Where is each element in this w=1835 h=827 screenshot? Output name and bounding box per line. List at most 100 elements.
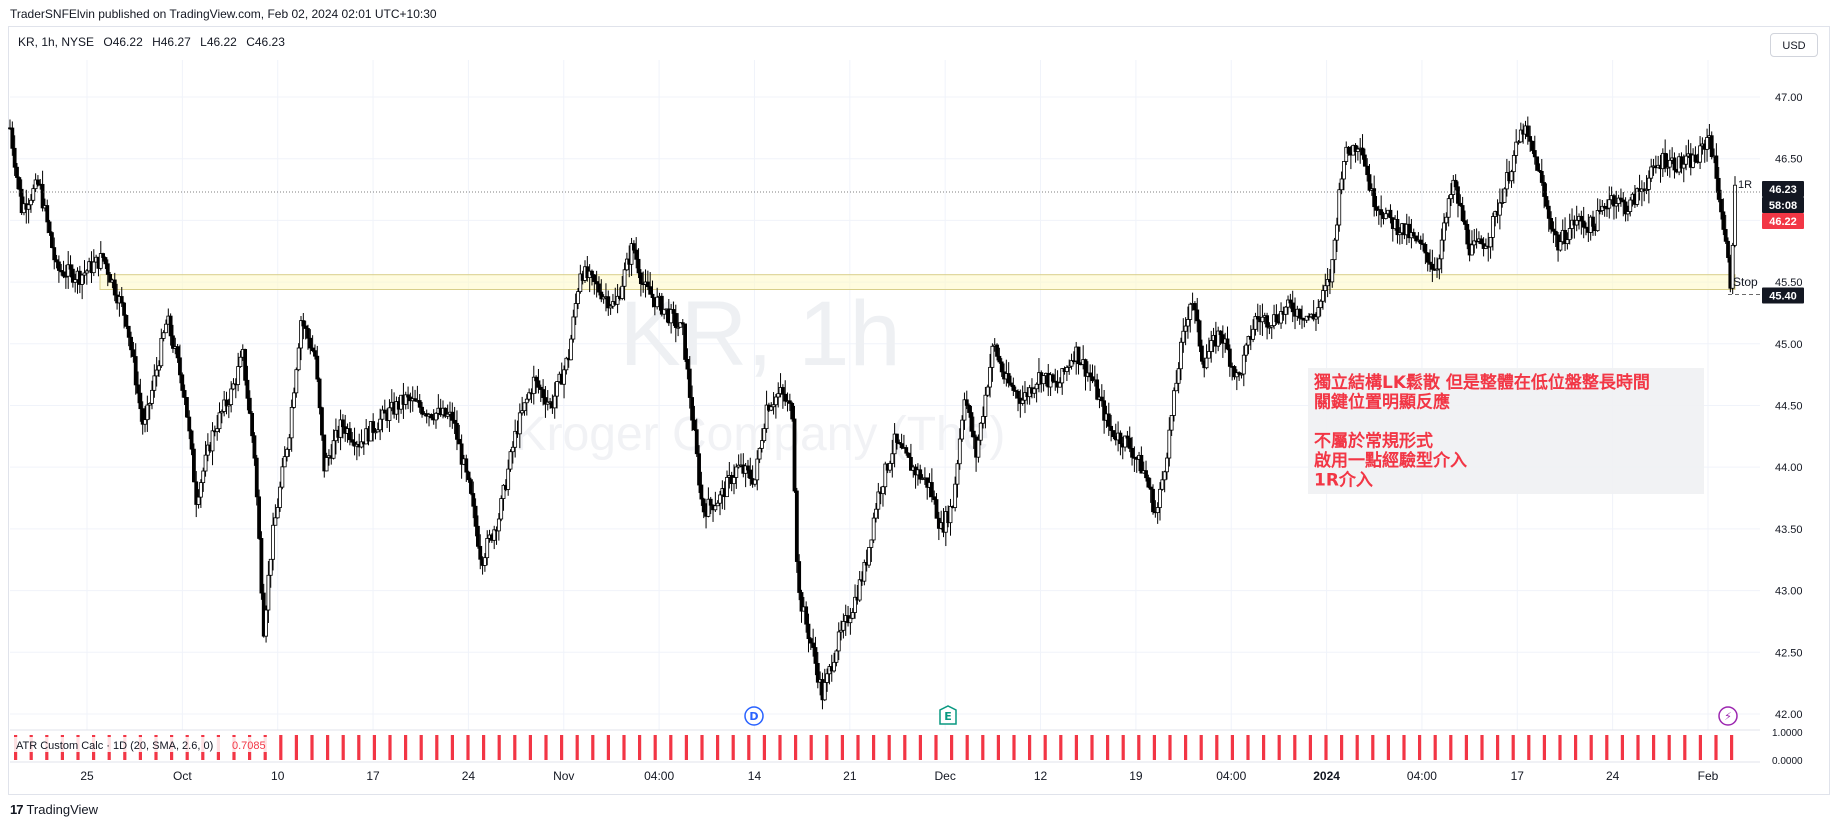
atr-bar: [294, 735, 298, 760]
candle-body: [746, 465, 750, 471]
candle-body: [1558, 241, 1563, 251]
candle-body: [1362, 154, 1367, 167]
currency-button[interactable]: USD: [1770, 33, 1818, 57]
candle-body: [890, 453, 895, 464]
candle-body: [126, 325, 131, 338]
candle-body: [29, 199, 33, 206]
candle-body: [268, 558, 273, 576]
atr-bar: [1059, 735, 1063, 760]
candle-body: [1646, 177, 1651, 190]
candle-body: [780, 387, 785, 395]
candle-body: [1188, 303, 1193, 320]
annotation-line: 1R介入: [1314, 470, 1373, 491]
symbol-legend[interactable]: KR, 1h, NYSE O46.22 H46.27 L46.22 C46.23: [18, 35, 291, 49]
atr-bar: [1246, 735, 1250, 760]
legend-high: H46.27: [152, 35, 191, 49]
atr-bar: [497, 735, 501, 760]
candle-body: [254, 457, 259, 498]
tradingview-logo[interactable]: 17 TradingView: [10, 802, 98, 817]
candle-body: [888, 462, 892, 471]
candle-body: [189, 430, 194, 450]
candle-body: [536, 380, 541, 388]
candle-body: [98, 253, 103, 269]
candle-body: [1232, 366, 1237, 378]
candle-body: [1335, 224, 1339, 241]
candle-body: [310, 347, 315, 352]
candle-body: [527, 392, 532, 400]
candle-body: [650, 293, 655, 299]
atr-bar: [1558, 735, 1562, 760]
candle-body: [790, 402, 795, 420]
candle-body: [1458, 202, 1463, 206]
candle-body: [452, 419, 457, 424]
atr-bar: [575, 735, 579, 760]
candle-body: [1546, 205, 1551, 219]
atr-bar: [1620, 735, 1624, 760]
candle-body: [983, 394, 988, 417]
candle-body: [224, 399, 229, 407]
legend-low: L46.22: [200, 35, 237, 49]
atr-bar: [1418, 735, 1422, 760]
candle-body: [713, 505, 718, 511]
candle-body: [506, 468, 511, 490]
candle-body: [673, 313, 678, 328]
candle-body: [1723, 229, 1728, 242]
atr-bar: [669, 735, 673, 760]
candle-body: [1099, 396, 1104, 402]
candle-body: [373, 431, 378, 434]
candle-body: [413, 398, 417, 402]
candle-body: [338, 419, 343, 438]
candle-body: [573, 303, 578, 318]
candle-body: [762, 428, 767, 442]
candle-body: [687, 368, 692, 398]
candle-body: [1511, 155, 1516, 173]
candle-body: [1397, 232, 1402, 236]
candle-body: [1067, 365, 1072, 368]
candle-body: [1411, 232, 1416, 237]
candle-body: [70, 268, 75, 283]
candle-body: [552, 395, 557, 409]
atr-bar: [326, 735, 330, 760]
atr-bar: [1293, 735, 1297, 760]
atr-bar: [950, 735, 954, 760]
candle-body: [1244, 344, 1249, 356]
candle-body: [1274, 314, 1279, 323]
candle-body: [501, 484, 506, 499]
candle-body: [259, 538, 264, 594]
candle-body: [1106, 413, 1111, 427]
candle-body: [473, 505, 478, 527]
candle-body: [1365, 165, 1370, 176]
atr-bar: [1121, 735, 1125, 760]
candle-body: [792, 418, 797, 492]
annotation-box: 獨立結構LK鬆散 但是整體在低位盤整長時間關鍵位置明顯反應不屬於常規形式啟用一點…: [1308, 368, 1704, 494]
candle-body: [203, 454, 208, 472]
candle-body: [1518, 129, 1523, 143]
candle-body: [226, 404, 231, 407]
candle-body: [47, 221, 52, 233]
candle-body: [1465, 224, 1470, 245]
candle-body: [171, 335, 175, 349]
stop-label: Stop: [1733, 275, 1758, 289]
candle-body: [315, 355, 320, 380]
candle-body: [219, 411, 224, 414]
candle-body: [1200, 345, 1204, 362]
candle-body: [1612, 195, 1616, 207]
event-marker-icon: [1718, 706, 1738, 726]
candle-body: [1714, 155, 1719, 179]
candle-body: [1490, 216, 1495, 238]
candle-body: [850, 612, 855, 619]
atr-bar: [684, 735, 688, 760]
candle-body: [1321, 290, 1325, 302]
atr-bar: [450, 735, 454, 760]
atr-bar: [388, 735, 392, 760]
candle-body: [1623, 201, 1628, 215]
time-tick-label: 04:00: [644, 769, 674, 783]
candle-body: [1155, 507, 1160, 513]
candle-body: [192, 448, 196, 483]
atr-bar: [1589, 735, 1593, 760]
atr-bar: [1574, 735, 1578, 760]
candle-body: [692, 419, 697, 431]
candle-body: [1591, 216, 1595, 227]
atr-bar: [1542, 735, 1546, 760]
